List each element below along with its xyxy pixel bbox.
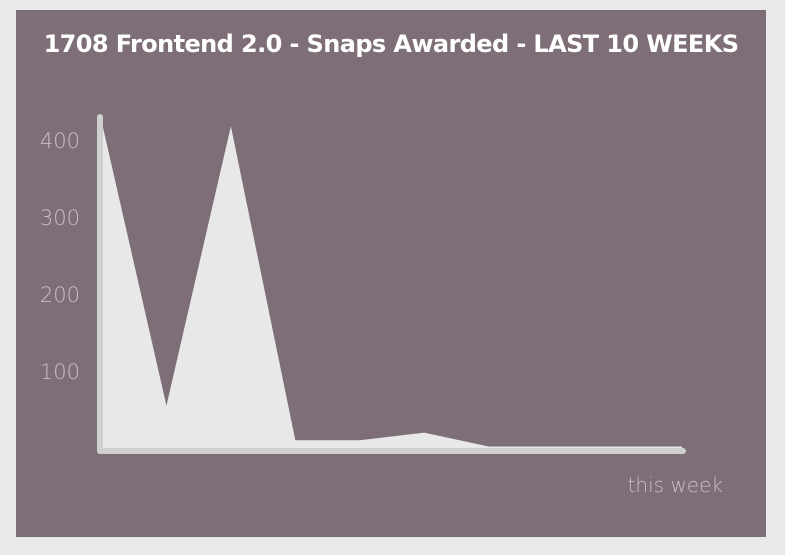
y-tick-label: 100 (40, 360, 80, 384)
x-axis-label: this week (628, 473, 723, 497)
area-chart: 100 200 300 400 this week (40, 114, 723, 497)
chart-widget: 1708 Frontend 2.0 - Snaps Awarded - LAST… (16, 10, 766, 537)
y-tick-label: 400 (40, 129, 80, 153)
y-tick-label: 300 (40, 206, 80, 230)
area-series (102, 123, 682, 448)
chart-title: 1708 Frontend 2.0 - Snaps Awarded - LAST… (43, 30, 739, 58)
y-tick-label: 200 (40, 283, 80, 307)
